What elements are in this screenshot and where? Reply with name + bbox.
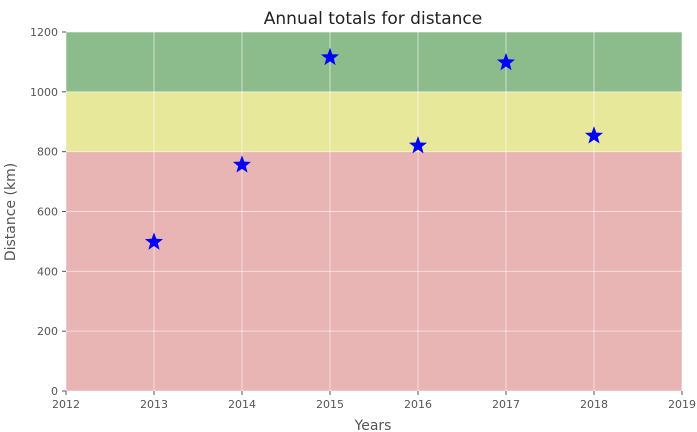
x-tick-label: 2015 [316, 398, 344, 411]
y-tick-label: 600 [37, 206, 58, 219]
chart-title: Annual totals for distance [264, 9, 482, 29]
x-tick-label: 2018 [580, 398, 608, 411]
data-point [232, 155, 252, 173]
data-point [496, 53, 516, 71]
y-tick-label: 800 [37, 146, 58, 159]
x-tick-label: 2014 [228, 398, 256, 411]
y-tick-label: 1200 [30, 26, 58, 39]
y-axis-label: Distance (km) [3, 163, 19, 261]
x-tick-label: 2012 [52, 398, 80, 411]
grid [65, 31, 683, 392]
data-point [320, 47, 340, 66]
y-tick-label: 400 [37, 265, 58, 278]
x-tick-label: 2013 [140, 398, 168, 411]
data-point [144, 232, 164, 250]
series-points [144, 47, 604, 250]
x-tick-label: 2019 [668, 398, 696, 411]
y-tick-label: 200 [37, 325, 58, 338]
x-axis-label: Years [354, 418, 392, 432]
x-tick-label: 2017 [492, 398, 520, 411]
band-2 [66, 32, 682, 92]
band-1 [66, 91, 682, 152]
data-point [584, 126, 604, 144]
y-tick-label: 1000 [30, 86, 58, 99]
y-axis: 0 200 400 600 800 1000 1200 [30, 26, 66, 398]
data-point [408, 136, 428, 154]
x-tick-label: 2016 [404, 398, 432, 411]
y-tick-label: 0 [51, 385, 58, 398]
x-axis: 2012 2013 2014 2015 2016 2017 2018 2019 [52, 391, 696, 411]
